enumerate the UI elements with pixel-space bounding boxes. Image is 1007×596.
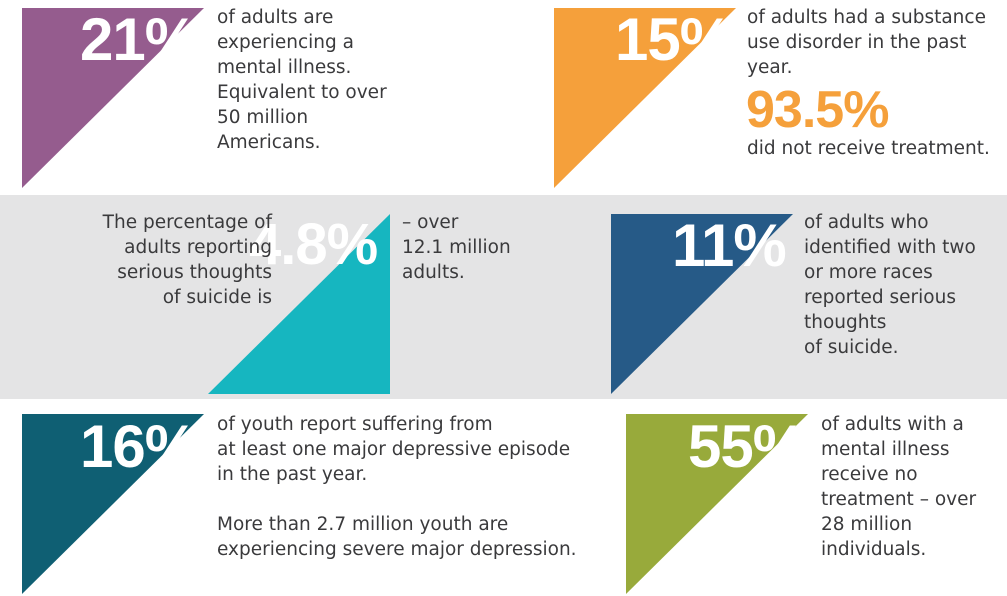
stat-93-5-percent: 93.5% [746,81,889,139]
stat-16-percent: 16% [80,413,198,480]
stat-4-8-description: – over 12.1 million adults. [402,212,511,283]
stat-16-detail: More than 2.7 million youth are experien… [217,514,577,560]
stat-16-description: of youth report suffering from at least … [217,414,571,485]
stat-11-percent: 11% [672,212,787,279]
stat-55-percent: 55% [688,413,806,480]
stat-21-description: of adults are experiencing a mental illn… [217,7,387,153]
stat-93-5-description: did not receive treatment. [747,138,990,159]
dark-teal-triangle [22,414,204,594]
green-triangle [626,414,808,594]
gray-band [0,195,1007,399]
stat-15-description: of adults had a substance use disorder i… [747,7,986,78]
stat-21-percent: 21% [80,6,198,73]
purple-triangle [22,8,204,188]
stat-4-8-lead-text: The percentage of adults reporting serio… [102,212,272,308]
navy-triangle [611,214,793,394]
teal-triangle [208,214,390,394]
stat-15-percent: 15% [615,6,733,73]
orange-triangle [554,8,736,188]
stat-55-description: of adults with a mental illness receive … [821,414,977,560]
stat-11-description: of adults who identified with two or mor… [804,212,976,358]
stat-4-8-percent: 4.8% [249,212,378,277]
